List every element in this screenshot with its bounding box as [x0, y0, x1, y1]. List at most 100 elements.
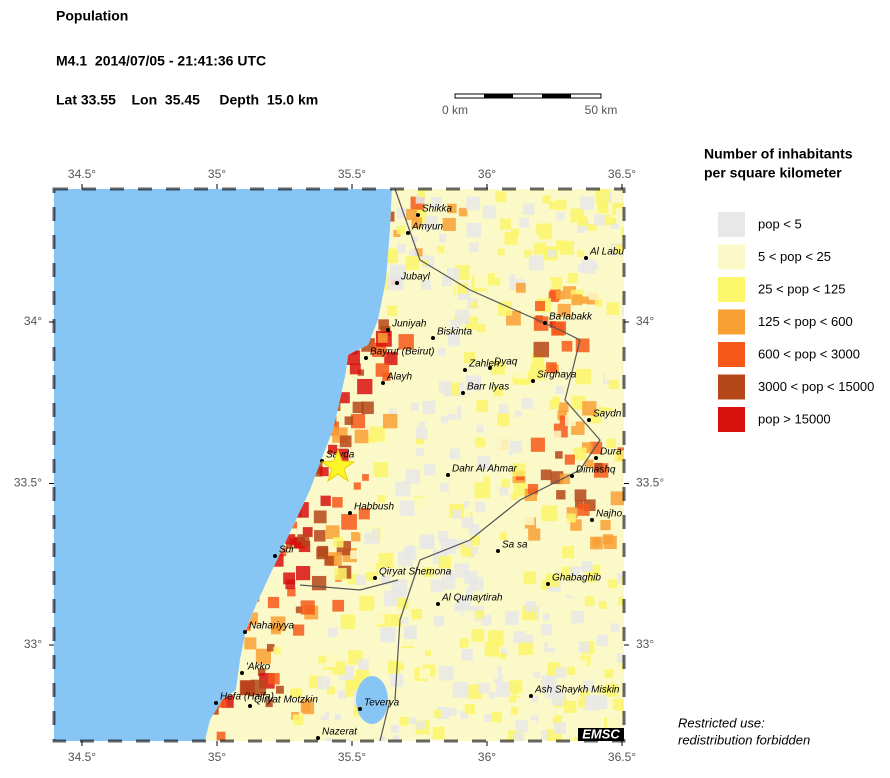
- lat-label: 34°: [24, 314, 42, 328]
- pop-cell: [540, 469, 552, 481]
- pop-cell: [352, 401, 365, 414]
- pop-cell: [594, 299, 603, 307]
- pop-cell: [470, 301, 477, 308]
- pop-cell: [283, 572, 296, 585]
- pop-cell: [454, 309, 470, 325]
- pop-cell: [458, 207, 468, 217]
- lat-label: 33.5°: [636, 476, 664, 490]
- pop-cell: [495, 681, 511, 697]
- legend-title: Number of inhabitants: [704, 146, 853, 162]
- city-label: 'Akko: [246, 662, 271, 673]
- city-dot: [214, 701, 218, 705]
- city-label: Saydn: [593, 409, 622, 420]
- pop-cell: [446, 233, 460, 248]
- pop-cell: [309, 627, 324, 642]
- pop-cell: [435, 321, 443, 329]
- pop-cell: [313, 510, 327, 524]
- lon-label: 34.5°: [68, 167, 96, 181]
- pop-cell: [437, 347, 446, 356]
- pop-cell: [573, 447, 587, 461]
- epicenter: [320, 448, 356, 483]
- city-dot: [348, 511, 352, 515]
- pop-cell: [461, 649, 473, 661]
- pop-cell: [525, 634, 534, 643]
- pop-cell: [380, 627, 396, 643]
- pop-cell: [522, 203, 535, 215]
- pop-cell: [441, 575, 456, 590]
- pop-cell: [359, 520, 373, 534]
- city-label: Dyaq: [494, 357, 518, 368]
- pop-cell: [287, 588, 296, 597]
- pop-cell: [475, 437, 486, 448]
- pop-cell: [541, 730, 551, 740]
- pop-cell: [490, 323, 507, 340]
- pop-cell: [501, 478, 511, 488]
- pop-cell: [425, 472, 437, 484]
- pop-cell: [530, 364, 546, 380]
- city-label: Nahariyya: [249, 621, 294, 632]
- pop-cell: [577, 216, 588, 227]
- city-label: Zahleh: [468, 359, 500, 370]
- pop-cell: [275, 685, 284, 694]
- pop-cell: [610, 623, 620, 632]
- pop-cell: [279, 729, 291, 741]
- pop-cell: [446, 403, 458, 414]
- pop-cell: [590, 411, 602, 424]
- frame-border: [52, 187, 626, 743]
- pop-cell: [569, 654, 577, 662]
- pop-cell: [415, 193, 426, 204]
- city-dot: [431, 336, 435, 340]
- pop-cell: [571, 395, 586, 410]
- pop-cell: [546, 362, 557, 373]
- pop-cell: [459, 638, 469, 648]
- pop-cell: [566, 507, 578, 519]
- pop-cell: [430, 196, 442, 209]
- legend-swatch: [718, 374, 745, 400]
- pop-cell: [616, 653, 624, 663]
- pop-cell: [557, 303, 571, 317]
- pop-cell: [556, 490, 566, 500]
- legend-swatch: [718, 277, 745, 302]
- pop-cell: [470, 535, 481, 546]
- pop-cell: [471, 629, 485, 642]
- pop-cell: [566, 513, 576, 523]
- legend-label: 600 < pop < 3000: [758, 346, 860, 361]
- pop-cell: [497, 301, 512, 316]
- pop-cell: [438, 531, 449, 542]
- pop-cell: [571, 294, 583, 306]
- pop-cell: [494, 262, 511, 279]
- pop-cell: [614, 450, 624, 462]
- border: [299, 579, 399, 741]
- pop-cell: [334, 714, 342, 721]
- pop-cell: [593, 537, 601, 545]
- pop-cell: [423, 463, 436, 476]
- pop-cell: [581, 296, 589, 304]
- pop-cell: [474, 482, 491, 499]
- pop-cell: [267, 596, 280, 609]
- pop-cell: [414, 248, 423, 257]
- pop-cell: [613, 698, 624, 711]
- pop-cell: [454, 563, 469, 578]
- pop-cell: [604, 364, 620, 380]
- pop-cell: [340, 614, 356, 630]
- pop-cell: [465, 587, 474, 595]
- pop-cell: [409, 717, 417, 725]
- pop-cell: [618, 597, 624, 606]
- pop-cell: [437, 329, 446, 339]
- pop-cell: [499, 532, 508, 541]
- pop-cell: [615, 208, 624, 224]
- pop-cell: [350, 733, 362, 741]
- pop-cell: [591, 330, 608, 347]
- pop-cell: [592, 262, 599, 270]
- pop-cell: [415, 427, 428, 440]
- pop-cell: [486, 285, 495, 294]
- pop-cell: [216, 731, 226, 741]
- pop-cell: [510, 706, 519, 715]
- pop-cell: [510, 228, 519, 237]
- pop-cell: [547, 638, 557, 648]
- city-label: Juniyah: [391, 319, 427, 330]
- pop-cell: [481, 614, 492, 626]
- pop-cell: [624, 358, 637, 371]
- pop-cell: [584, 596, 595, 606]
- pop-cell: [513, 483, 528, 497]
